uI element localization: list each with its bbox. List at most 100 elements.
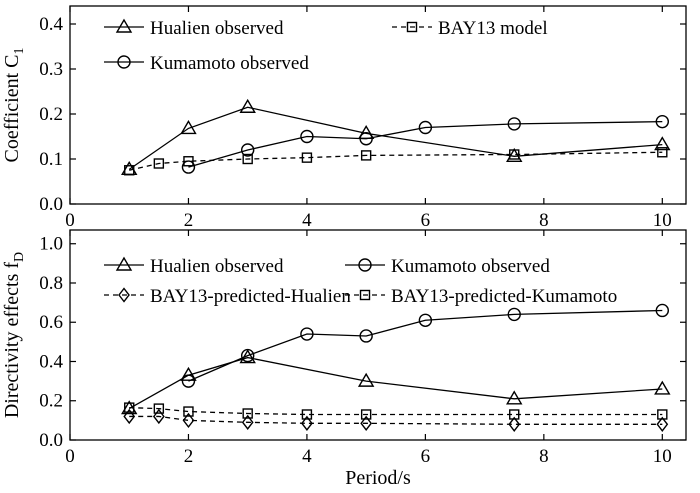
- plot-frame: [69, 5, 687, 205]
- y-axis-label-subscript: D: [12, 252, 27, 262]
- x-tick-label: 8: [539, 446, 549, 467]
- y-tick-label: 0.1: [39, 149, 63, 170]
- x-tick-label: 0: [65, 210, 75, 231]
- data-point: [507, 307, 521, 322]
- data-point: [654, 380, 671, 395]
- x-tick-label: 0: [65, 446, 75, 467]
- legend-marker: [118, 287, 130, 303]
- legend-marker: [406, 21, 418, 33]
- x-tick-label: 4: [302, 210, 312, 231]
- data-point: [124, 402, 135, 413]
- y-axis-label: Directivity effects fD: [1, 252, 27, 418]
- data-point: [240, 143, 255, 157]
- legend-label: Hualien observed: [150, 256, 284, 277]
- data-point: [181, 160, 196, 174]
- x-tick-label: 8: [539, 210, 549, 231]
- data-point: [657, 409, 668, 420]
- data-point: [180, 120, 197, 135]
- data-point: [509, 149, 520, 160]
- data-point: [359, 132, 373, 146]
- data-point: [654, 136, 671, 151]
- y-tick-label: 0.0: [39, 194, 63, 215]
- y-axis-label: Coefficient C1: [1, 48, 27, 163]
- legend: Hualien observed BAY13 model Kumamoto obse…: [104, 18, 548, 74]
- data-point: [301, 152, 313, 163]
- y-tick-label: 0.0: [39, 430, 63, 451]
- data-point: [153, 158, 165, 169]
- data-point: [508, 416, 521, 432]
- series-line: [188, 309, 663, 382]
- data-point: [152, 408, 165, 425]
- y-tick-label: 0.2: [39, 104, 63, 125]
- data-point: [153, 403, 165, 414]
- series-line: [188, 121, 663, 168]
- data-point: [655, 114, 670, 129]
- x-tick-label: 2: [184, 446, 194, 467]
- coefficient-panel: 0 2 4 6 8 10 0.0 0.1 0.2 0.3 0.4 Coefficient C1 Hual…: [1, 5, 687, 231]
- data-point: [360, 150, 372, 161]
- legend-marker: [359, 289, 371, 301]
- data-point: [301, 409, 313, 420]
- series-line: [129, 406, 663, 416]
- y-tick-label: 1.0: [39, 234, 63, 255]
- legend-label: Kumamoto observed: [150, 53, 309, 74]
- data-point: [124, 165, 135, 176]
- y-tick-label: 0.2: [39, 391, 63, 412]
- data-point: [357, 372, 375, 387]
- plot-frame: [69, 229, 687, 441]
- data-point: [241, 414, 254, 430]
- x-tick-label: 10: [653, 446, 672, 467]
- legend-marker: [117, 55, 131, 69]
- data-point: [360, 409, 372, 420]
- data-point: [183, 156, 194, 167]
- legend-marker: [115, 18, 133, 33]
- data-point: [359, 329, 373, 343]
- data-point: [506, 390, 523, 405]
- legend-label: Kumamoto observed: [391, 256, 550, 277]
- y-axis-label-main: Coefficient C: [1, 55, 23, 163]
- series-line: [128, 356, 663, 410]
- legend: Hualien observed BAY13-predicted-Hualien K…: [104, 256, 617, 307]
- x-tick-label: 6: [421, 446, 431, 467]
- x-tick-label: 10: [653, 210, 672, 231]
- legend-label: BAY13-predicted-Hualien: [150, 286, 351, 307]
- legend-marker: [115, 256, 133, 271]
- data-point: [300, 327, 314, 341]
- x-tick-label: 4: [302, 446, 312, 467]
- data-point: [242, 153, 253, 165]
- x-tick-label: 6: [421, 210, 431, 231]
- data-point: [657, 147, 668, 158]
- data-point: [182, 412, 195, 429]
- data-point: [656, 416, 669, 432]
- data-point: [183, 406, 194, 417]
- legend-label: BAY13-predicted-Kumamoto: [391, 286, 617, 307]
- data-point: [300, 129, 314, 144]
- y-tick-label: 0.8: [39, 273, 63, 294]
- data-point: [239, 98, 256, 113]
- x-tick-label: 2: [184, 210, 194, 231]
- data-point: [301, 415, 313, 431]
- directivity-panel: 0 2 4 6 8 10 0.0 0.2 0.4 0.6 0.8 1.0 Directivity eff…: [1, 229, 687, 489]
- data-point: [418, 313, 433, 327]
- y-tick-label: 0.4: [39, 351, 63, 372]
- legend-label: Hualien observed: [150, 18, 284, 39]
- data-point: [180, 366, 197, 381]
- series-line: [129, 415, 663, 425]
- data-point: [509, 409, 520, 420]
- y-tick-label: 0.4: [39, 14, 63, 35]
- data-point: [123, 408, 136, 425]
- y-tick-label: 0.3: [39, 59, 63, 80]
- data-point: [181, 374, 196, 388]
- x-axis-label: Period/s: [345, 467, 411, 489]
- data-point: [360, 415, 373, 431]
- data-point: [240, 348, 255, 363]
- data-point: [506, 147, 523, 163]
- series-line: [128, 106, 663, 170]
- data-point: [655, 303, 670, 318]
- y-axis-label-subscript: 1: [12, 48, 27, 55]
- data-point: [507, 117, 521, 131]
- series-line: [129, 151, 663, 171]
- y-axis-label-main: Directivity effects f: [1, 262, 23, 419]
- legend-marker: [358, 258, 372, 272]
